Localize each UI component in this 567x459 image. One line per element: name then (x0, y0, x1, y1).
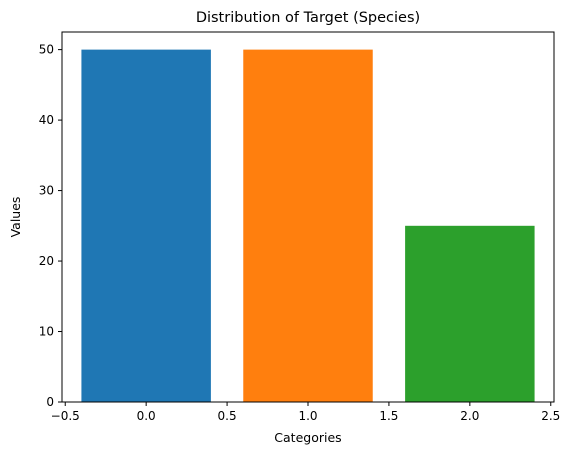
y-tick-label: 0 (46, 395, 54, 409)
bar-2 (405, 225, 535, 402)
x-tick-label: −0.5 (51, 409, 80, 423)
chart-title: Distribution of Target (Species) (196, 10, 420, 26)
x-tick-label: 0.5 (218, 409, 237, 423)
plot-area-frame (61, 31, 555, 403)
x-tick-label: 2.5 (541, 409, 560, 423)
bar-0 (81, 49, 211, 402)
y-tick-label: 50 (39, 43, 54, 57)
y-tick-label: 40 (39, 113, 54, 127)
y-tick-label: 30 (39, 184, 54, 198)
x-tick-label: 0.0 (137, 409, 156, 423)
ticks-layer: −0.5 0.0 0.5 1.0 1.5 2.0 2.5 0 10 20 30 40 50 (39, 43, 561, 423)
y-axis-label: Values (8, 197, 23, 238)
x-tick-label: 1.0 (298, 409, 317, 423)
bars-layer (81, 49, 535, 402)
y-tick-label: 10 (39, 325, 54, 339)
x-axis-label: Categories (274, 430, 341, 445)
x-tick-label: 2.0 (460, 409, 479, 423)
x-tick-label: 1.5 (379, 409, 398, 423)
bar-1 (243, 49, 373, 402)
y-tick-label: 20 (39, 254, 54, 268)
